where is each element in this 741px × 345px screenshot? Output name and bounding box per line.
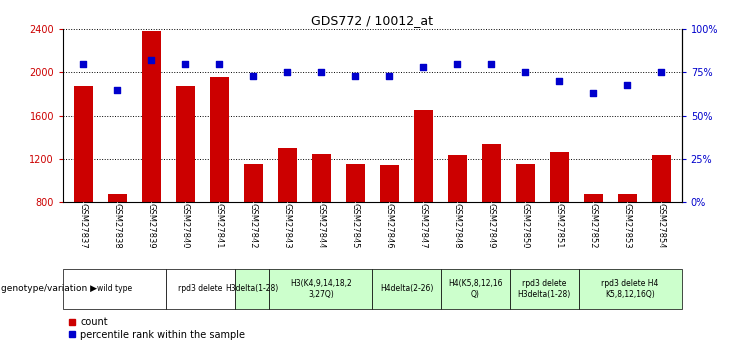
Bar <box>166 269 235 309</box>
Bar <box>312 155 330 202</box>
Text: wild type: wild type <box>97 284 132 294</box>
Text: genotype/variation ▶: genotype/variation ▶ <box>1 284 97 294</box>
Bar <box>372 269 441 309</box>
Point <box>282 70 293 75</box>
Bar <box>516 164 535 202</box>
Bar <box>74 87 93 202</box>
Bar <box>108 194 127 202</box>
Point <box>451 61 463 67</box>
Text: rpd3 delete H4
K5,8,12,16Q): rpd3 delete H4 K5,8,12,16Q) <box>602 279 659 299</box>
Text: H3delta(1-28): H3delta(1-28) <box>225 284 279 294</box>
Text: rpd3 delete: rpd3 delete <box>179 284 222 294</box>
Point <box>383 73 395 79</box>
Point <box>316 70 328 75</box>
Bar <box>579 269 682 309</box>
Point <box>519 70 531 75</box>
Bar <box>550 152 568 202</box>
Bar <box>210 77 229 202</box>
Point <box>588 90 599 96</box>
Bar <box>380 165 399 202</box>
Bar <box>441 269 510 309</box>
Bar <box>244 164 263 202</box>
Title: GDS772 / 10012_at: GDS772 / 10012_at <box>311 14 433 27</box>
Bar <box>618 194 637 202</box>
Bar <box>448 156 467 202</box>
Bar <box>510 269 579 309</box>
Point <box>78 61 90 67</box>
Bar <box>142 31 161 202</box>
Bar <box>235 269 269 309</box>
Bar <box>176 87 195 202</box>
Bar <box>584 194 602 202</box>
Point <box>247 73 259 79</box>
Bar <box>652 156 671 202</box>
Text: H4(K5,8,12,16
Q): H4(K5,8,12,16 Q) <box>448 279 502 299</box>
Bar <box>482 144 501 202</box>
Point <box>554 78 565 84</box>
Point <box>485 61 497 67</box>
Bar <box>63 269 166 309</box>
Bar <box>278 148 296 202</box>
Bar <box>346 164 365 202</box>
Point <box>145 58 157 63</box>
Bar <box>269 269 372 309</box>
Point <box>417 65 429 70</box>
Bar <box>414 110 433 202</box>
Point <box>179 61 191 67</box>
Text: H3(K4,9,14,18,2
3,27Q): H3(K4,9,14,18,2 3,27Q) <box>290 279 352 299</box>
Point <box>350 73 362 79</box>
Point <box>622 82 634 87</box>
Point <box>111 87 123 92</box>
Legend: count, percentile rank within the sample: count, percentile rank within the sample <box>68 317 245 340</box>
Text: H4delta(2-26): H4delta(2-26) <box>380 284 433 294</box>
Point <box>655 70 667 75</box>
Text: rpd3 delete
H3delta(1-28): rpd3 delete H3delta(1-28) <box>518 279 571 299</box>
Point <box>213 61 225 67</box>
